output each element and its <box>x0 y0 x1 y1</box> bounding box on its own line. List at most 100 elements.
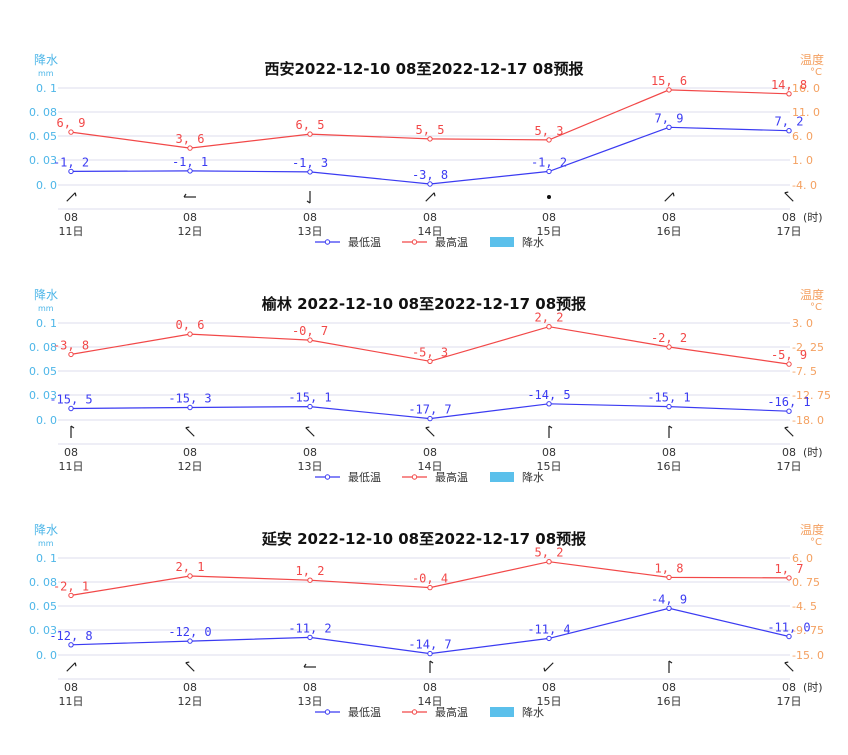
right-axis-unit: °C <box>810 67 822 78</box>
data-point[interactable] <box>187 145 193 151</box>
x-tick-hour: 08 <box>542 681 556 694</box>
x-tick-hour: 08 <box>542 211 556 224</box>
x-tick-hour: 08 <box>782 211 796 224</box>
data-point[interactable] <box>68 168 74 175</box>
data-point[interactable] <box>666 403 672 410</box>
x-tick-hour: 08 <box>782 446 796 459</box>
left-tick-label: 0. 03 <box>29 624 57 637</box>
data-label: -12, 0 <box>168 625 211 639</box>
svg-text:最高温: 最高温 <box>435 705 468 719</box>
data-label: -2, 2 <box>651 331 687 345</box>
data-point[interactable] <box>427 415 433 422</box>
data-label: 3, 6 <box>176 132 205 146</box>
forecast-chart-1: 0. 1 3. 0 0. 08 -2. 25 0. 05 -7. 5 0. 03 -12. 7… <box>0 285 848 520</box>
chart-title: 西安2022-12-10 08至2022-12-17 08预报 <box>264 60 584 78</box>
data-point[interactable] <box>666 87 672 93</box>
legend-item-min-temp[interactable]: 最低温 <box>315 236 381 249</box>
data-point[interactable] <box>786 575 792 581</box>
legend-item-max-temp[interactable]: 最高温 <box>402 235 468 249</box>
legend-item-min-temp[interactable]: 最低温 <box>315 706 381 719</box>
legend-item-precip[interactable]: 降水 <box>490 470 544 484</box>
data-point[interactable] <box>546 324 552 330</box>
data-label: -15, 1 <box>288 391 331 405</box>
data-point[interactable] <box>68 405 74 412</box>
data-label: 1, 8 <box>655 561 684 575</box>
legend-item-max-temp[interactable]: 最高温 <box>402 705 468 719</box>
legend-item-max-temp[interactable]: 最高温 <box>402 470 468 484</box>
data-point[interactable] <box>786 91 792 97</box>
x-tick-hour: 08 <box>662 681 676 694</box>
data-label: -2, 1 <box>53 579 89 593</box>
x-tick-day: 11日 <box>59 460 84 473</box>
x-tick-hour: 08 <box>64 446 78 459</box>
data-point[interactable] <box>427 358 433 365</box>
data-point[interactable] <box>427 584 433 591</box>
data-point[interactable] <box>427 136 433 142</box>
wind-barb-icon <box>784 191 794 202</box>
data-point[interactable] <box>187 404 193 411</box>
data-point[interactable] <box>68 642 74 648</box>
data-point[interactable] <box>307 131 313 137</box>
data-point[interactable] <box>427 181 433 187</box>
x-tick-day: 16日 <box>657 225 682 238</box>
data-label: -11, 4 <box>527 622 570 636</box>
x-tick-hour: 08 <box>423 446 437 459</box>
data-point[interactable] <box>546 559 552 565</box>
data-point[interactable] <box>546 137 552 143</box>
x-tick-hour: 08 <box>303 681 317 694</box>
data-point[interactable] <box>666 605 672 612</box>
data-point[interactable] <box>187 573 193 579</box>
legend-item-precip[interactable]: 降水 <box>490 235 544 249</box>
data-label: 5, 3 <box>535 124 564 138</box>
svg-text:最高温: 最高温 <box>435 470 468 484</box>
data-point[interactable] <box>666 124 672 131</box>
right-tick-label: 16. 0 <box>792 82 820 95</box>
data-point[interactable] <box>546 168 552 175</box>
data-point[interactable] <box>307 577 313 583</box>
data-point[interactable] <box>307 169 313 175</box>
data-point[interactable] <box>68 351 74 358</box>
legend-item-precip[interactable]: 降水 <box>490 705 544 719</box>
data-point[interactable] <box>786 633 792 640</box>
data-label: -3, 8 <box>412 168 448 182</box>
right-axis-title: 温度 <box>800 288 825 302</box>
data-point[interactable] <box>786 361 792 367</box>
x-tick-day: 13日 <box>298 460 323 473</box>
data-point[interactable] <box>786 128 792 134</box>
data-point[interactable] <box>307 634 313 641</box>
data-point[interactable] <box>68 129 74 135</box>
data-point[interactable] <box>427 650 433 657</box>
legend: 最低温 最高温 降水 <box>315 705 544 719</box>
data-point[interactable] <box>786 408 792 414</box>
data-label: -0, 7 <box>292 324 328 338</box>
wind-barb-icon <box>784 426 794 437</box>
data-point[interactable] <box>307 337 313 343</box>
x-tick-hour: 08 <box>183 446 197 459</box>
right-tick-label: 6. 0 <box>792 130 813 143</box>
data-label: 1, 2 <box>296 564 325 578</box>
x-tick-hour: 08 <box>782 681 796 694</box>
left-tick-label: 0. 05 <box>29 365 57 378</box>
data-point[interactable] <box>666 344 672 350</box>
right-tick-label: -7. 5 <box>792 365 817 378</box>
left-axis-unit: mm <box>38 304 54 313</box>
svg-text:最低温: 最低温 <box>348 471 381 484</box>
wind-barb-icon <box>668 660 673 673</box>
x-tick-hour: 08 <box>64 681 78 694</box>
data-point[interactable] <box>666 574 672 581</box>
right-axis-unit: °C <box>810 537 822 548</box>
data-point[interactable] <box>546 401 552 407</box>
x-tick-hour: 08 <box>183 681 197 694</box>
data-point[interactable] <box>307 403 313 410</box>
data-point[interactable] <box>187 168 193 174</box>
data-point[interactable] <box>546 635 552 642</box>
right-tick-label: 1. 0 <box>792 154 813 167</box>
left-axis-unit: mm <box>38 69 54 78</box>
data-label: 0, 6 <box>176 318 205 332</box>
legend-item-min-temp[interactable]: 最低温 <box>315 471 381 484</box>
data-point[interactable] <box>68 592 74 599</box>
wind-barb-icon <box>303 663 316 668</box>
x-tick-hour: 08 <box>662 446 676 459</box>
data-point[interactable] <box>187 331 193 337</box>
data-point[interactable] <box>187 638 193 644</box>
